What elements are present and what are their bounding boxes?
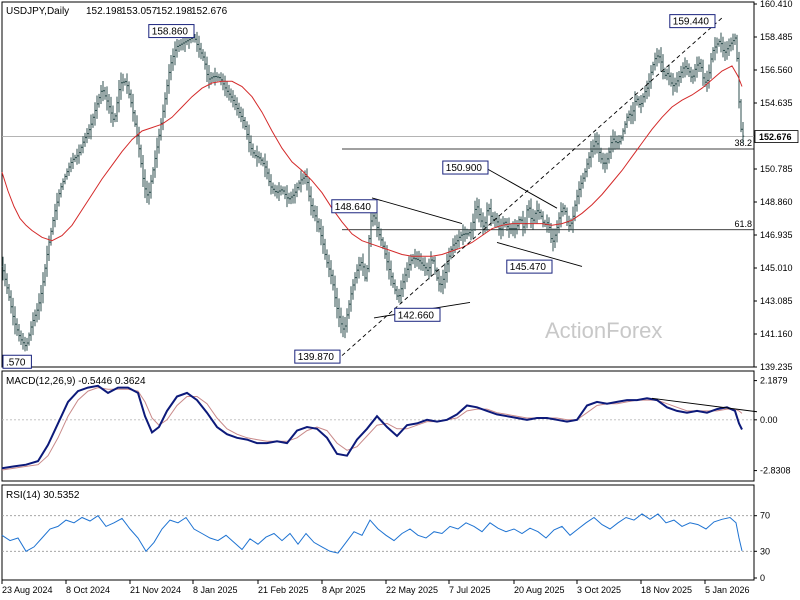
ohlc-close: 152.676: [191, 6, 228, 17]
svg-text:.570: .570: [6, 357, 26, 368]
trendline: [371, 197, 463, 225]
rsi-y-axis: 70 30 0: [754, 511, 770, 583]
price-plot: 38.261.8159.440158.860150.900148.640145.…: [1, 14, 754, 369]
x-tick-label: 8 Jan 2025: [193, 585, 238, 595]
price-y-tick: 146.935: [760, 230, 793, 240]
trendline: [486, 168, 558, 209]
x-tick-label: 3 Oct 2025: [577, 585, 621, 595]
svg-text:139.870: 139.870: [298, 352, 335, 363]
x-tick-label: 8 Oct 2024: [66, 585, 110, 595]
price-panel-border: [1, 1, 755, 368]
macd-y-tick: 2.1879: [760, 376, 788, 386]
trendline: [341, 17, 723, 356]
ohlc-low: 152.198: [156, 6, 193, 17]
svg-text:145.470: 145.470: [510, 262, 547, 273]
current-price-tag: [754, 130, 799, 143]
x-tick-label: 21 Nov 2024: [130, 585, 181, 595]
x-tick-label: 7 Jul 2025: [449, 585, 491, 595]
price-y-tick: 150.785: [760, 164, 793, 174]
annotation-139.870: 139.870: [294, 349, 341, 364]
price-title: USDJPY,Daily: [6, 6, 69, 17]
svg-text:158.860: 158.860: [152, 27, 189, 38]
trendline: [496, 242, 583, 267]
annotation-142.660: 142.660: [394, 307, 441, 322]
moving-average-line: [1, 65, 743, 257]
rsi-plot: [1, 513, 754, 554]
fib-label-61.8: 61.8: [734, 219, 752, 229]
annotation-150.900: 150.900: [442, 160, 489, 175]
macd-trendline: [651, 397, 758, 413]
ohlc-open: 152.198: [86, 6, 123, 17]
x-tick-label: 21 Feb 2025: [258, 585, 309, 595]
ohlc-high: 153.057: [121, 6, 158, 17]
price-y-tick: 154.635: [760, 98, 793, 108]
svg-text:159.440: 159.440: [673, 17, 710, 28]
price-y-tick: 156.560: [760, 65, 793, 75]
price-y-tick: 139.235: [760, 362, 793, 372]
annotation-159.440: 159.440: [669, 14, 716, 29]
x-tick-label: 5 Jan 2026: [705, 585, 750, 595]
rsi-panel-border: [1, 484, 755, 581]
rsi-title: RSI(14) 30.5352: [6, 490, 80, 501]
price-bar: [741, 122, 745, 144]
annotation-158.860: 158.860: [148, 24, 195, 39]
macd-y-tick: 0.00: [760, 415, 778, 425]
rsi-line: [1, 513, 743, 554]
macd-y-axis: 2.1879 0.00 -2.8308: [754, 376, 791, 476]
annotation-145.470: 145.470: [506, 259, 553, 274]
price-y-tick: 160.410: [760, 0, 793, 9]
svg-text:148.640: 148.640: [335, 202, 372, 213]
price-y-tick: 143.085: [760, 296, 793, 306]
rsi-y-tick: 70: [760, 511, 770, 521]
watermark: ActionForex: [545, 318, 662, 343]
x-tick-label: 22 May 2025: [386, 585, 438, 595]
x-tick-label: 23 Aug 2024: [2, 585, 53, 595]
annotation-148.640: 148.640: [331, 199, 378, 214]
price-y-tick: 148.860: [760, 197, 793, 207]
macd-y-tick: -2.8308: [760, 466, 791, 476]
price-y-axis: 160.410158.485156.560154.635152.710150.7…: [754, 0, 799, 372]
price-y-tick: 158.485: [760, 32, 793, 42]
x-tick-label: 8 Apr 2025: [322, 585, 366, 595]
x-axis: 23 Aug 2024 8 Oct 2024 21 Nov 2024 8 Jan 20…: [1, 580, 750, 595]
x-tick-label: 20 Aug 2025: [514, 585, 565, 595]
macd-panel-border: [1, 370, 755, 482]
price-y-tick: 141.160: [760, 329, 793, 339]
macd-title: MACD(12,26,9) -0.5446 0.3624: [6, 376, 146, 387]
rsi-y-tick: 30: [760, 546, 770, 556]
annotation-.570: .570: [2, 354, 32, 369]
macd-line: [1, 384, 743, 470]
rsi-y-tick: 0: [760, 573, 765, 583]
x-tick-label: 18 Nov 2025: [641, 585, 692, 595]
svg-text:142.660: 142.660: [398, 310, 435, 321]
price-y-tick: 145.010: [760, 263, 793, 273]
svg-text:150.900: 150.900: [446, 163, 483, 174]
macd-plot: [1, 384, 758, 471]
current-price-label: 152.676: [759, 132, 792, 142]
